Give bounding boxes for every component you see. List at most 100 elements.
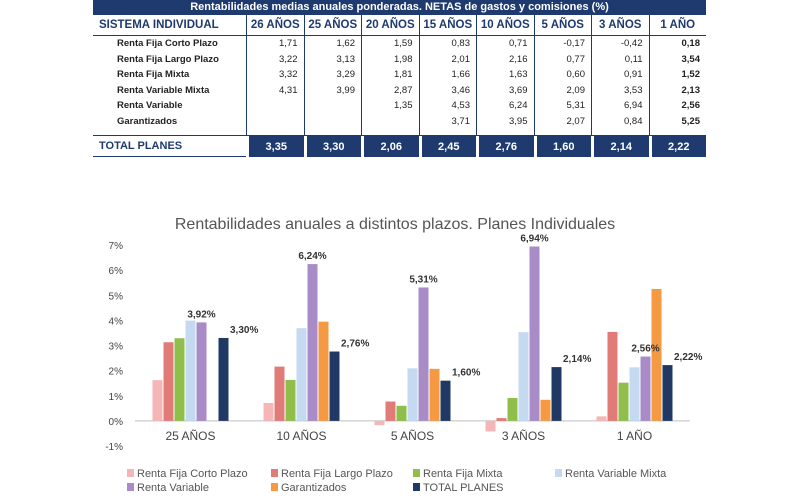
legend-label: Renta Fija Corto Plazo bbox=[137, 468, 248, 480]
total-label: TOTAL PLANES bbox=[93, 136, 246, 157]
legend-label: Garantizados bbox=[281, 482, 347, 494]
column-header: 3 AÑOS bbox=[591, 14, 649, 36]
column-header-system: SISTEMA INDIVIDUAL bbox=[93, 14, 246, 36]
bar bbox=[318, 321, 329, 421]
bar bbox=[529, 246, 540, 421]
bar bbox=[385, 401, 396, 421]
bar bbox=[296, 328, 307, 421]
y-tick-label: 0% bbox=[109, 417, 124, 428]
data-label: 5,31% bbox=[409, 274, 437, 285]
column-header: 20 AÑOS bbox=[361, 14, 419, 36]
total-cell: 2,76 bbox=[476, 136, 534, 157]
table-cell: 6,94 bbox=[591, 98, 649, 114]
bar bbox=[651, 288, 662, 421]
column-header: 5 AÑOS bbox=[533, 14, 591, 36]
returns-table-container: Rentabilidades medias anuales ponderadas… bbox=[93, 0, 706, 157]
table-cell bbox=[246, 98, 304, 114]
bar bbox=[163, 342, 174, 421]
bar bbox=[640, 356, 651, 421]
bar bbox=[440, 380, 451, 421]
table-cell: 3,13 bbox=[303, 51, 362, 67]
table-cell: 0,77 bbox=[533, 51, 592, 67]
row-label: Renta Fija Mixta bbox=[117, 69, 190, 81]
total-cell: 1,60 bbox=[533, 136, 591, 157]
column-header: 26 AÑOS bbox=[246, 14, 304, 36]
y-tick-label: 6% bbox=[109, 266, 124, 277]
table-cell bbox=[361, 113, 419, 129]
table-cell: 1,81 bbox=[361, 67, 419, 83]
data-labels: 3,92% 3,30% 6,24% 2,76% 5,31% 1,60% 6,94% 2,14%… bbox=[187, 234, 702, 379]
table-cell: 1,66 bbox=[418, 67, 477, 83]
bar bbox=[329, 351, 340, 421]
table-cell: 2,07 bbox=[533, 113, 592, 129]
x-category-label: 1 AÑO bbox=[617, 429, 652, 443]
bar bbox=[496, 418, 507, 421]
table-cell: 1,59 bbox=[361, 36, 419, 52]
table-cell: 2,56 bbox=[648, 98, 707, 114]
table-cell: 1,35 bbox=[361, 98, 419, 114]
bar bbox=[174, 338, 185, 421]
table-cell: 3,46 bbox=[418, 82, 477, 98]
table-cell: 3,99 bbox=[303, 82, 362, 98]
table-cell: 3,95 bbox=[476, 113, 534, 129]
total-cell: 3,35 bbox=[246, 136, 304, 157]
bar bbox=[551, 367, 562, 421]
total-cell: 3,30 bbox=[303, 136, 361, 157]
bar-series bbox=[152, 246, 673, 432]
table-cell: 1,62 bbox=[303, 36, 362, 52]
table-cell bbox=[303, 113, 362, 129]
column-header: 10 AÑOS bbox=[476, 14, 534, 36]
y-tick-label: 2% bbox=[109, 367, 124, 378]
data-label: 2,56% bbox=[631, 344, 659, 355]
returns-table: Rentabilidades medias anuales ponderadas… bbox=[93, 0, 706, 157]
table-cell: 3,53 bbox=[591, 82, 649, 98]
legend-swatch bbox=[271, 469, 278, 477]
table-cell: 0,18 bbox=[648, 36, 707, 52]
table-cell: 1,63 bbox=[476, 67, 534, 83]
legend-label: Renta Fija Mixta bbox=[423, 468, 503, 480]
bar bbox=[407, 368, 418, 421]
total-cell: 2,45 bbox=[418, 136, 476, 157]
table-cell: 1,71 bbox=[246, 36, 304, 52]
table-cell: 3,32 bbox=[246, 67, 304, 83]
bar bbox=[429, 368, 440, 421]
data-label: 3,30% bbox=[230, 325, 258, 336]
bar bbox=[629, 367, 640, 421]
table-cell: 3,69 bbox=[476, 82, 534, 98]
column-header: 15 AÑOS bbox=[418, 14, 476, 36]
legend-swatch bbox=[555, 469, 562, 477]
y-axis: -1% 0% 1% 2% 3% 4% 5% 6% 7% 25 AÑOS 10 AÑOS 5 AÑOS 3… bbox=[105, 241, 690, 453]
y-tick-label: 7% bbox=[109, 241, 124, 252]
y-tick-label: -1% bbox=[105, 442, 123, 453]
bar bbox=[485, 420, 496, 432]
legend-swatch bbox=[127, 469, 134, 477]
table-cell: 2,01 bbox=[418, 51, 477, 67]
bar bbox=[518, 332, 529, 421]
bar bbox=[596, 416, 607, 421]
row-spacer bbox=[93, 129, 706, 136]
column-header: 25 AÑOS bbox=[303, 14, 361, 36]
table-cell: 4,53 bbox=[418, 98, 477, 114]
bar bbox=[185, 320, 196, 421]
total-cell: 2,06 bbox=[361, 136, 419, 157]
x-category-label: 10 AÑOS bbox=[276, 429, 326, 443]
bar bbox=[307, 264, 318, 421]
table-row: Renta Fija Largo Plazo 3,22 3,13 1,98 2,01 2,… bbox=[93, 51, 706, 67]
data-label: 3,92% bbox=[187, 309, 215, 320]
data-label: 2,14% bbox=[563, 354, 591, 365]
bar bbox=[374, 420, 385, 426]
row-label: Garantizados bbox=[117, 115, 178, 127]
table-cell bbox=[246, 113, 304, 129]
bar bbox=[396, 405, 407, 421]
table-cell: 0,60 bbox=[533, 67, 592, 83]
table-cell: 4,31 bbox=[246, 82, 304, 98]
table-cell: 5,25 bbox=[648, 113, 707, 129]
table-title: Rentabilidades medias anuales ponderadas… bbox=[93, 0, 706, 14]
bar bbox=[662, 365, 673, 421]
table-cell: 0,71 bbox=[476, 36, 534, 52]
bar bbox=[540, 399, 551, 421]
x-category-label: 5 AÑOS bbox=[391, 429, 434, 443]
table-cell: 3,29 bbox=[303, 67, 362, 83]
total-cell: 2,22 bbox=[648, 136, 706, 157]
